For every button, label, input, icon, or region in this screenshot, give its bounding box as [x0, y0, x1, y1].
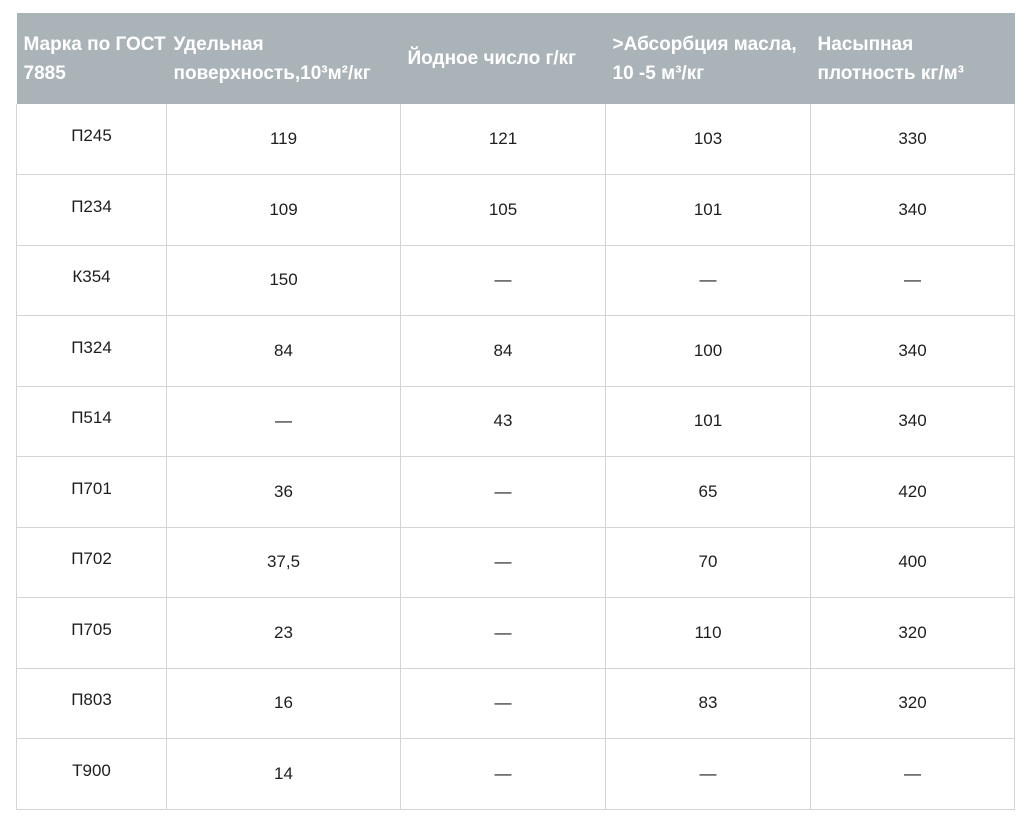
table-row: П702 37,5—70 400 [16, 526, 1015, 598]
cell-specific-surface: 14 [166, 738, 401, 810]
table-body: П245 119 121 103 330 П234 109 105 101 340 К354 150—… [16, 104, 1015, 810]
table-header: Марка по ГОСТ 7885 Удельная поверхность,… [16, 13, 1015, 104]
cell-specific-surface: 109 [166, 174, 401, 246]
header-specific-surface: Удельная поверхность,10³м²/кг [166, 13, 401, 104]
cell-oil-absorption: — [605, 738, 811, 810]
cell-iodine-number: — [400, 244, 606, 316]
cell-oil-absorption: 70 [605, 526, 811, 598]
cell-oil-absorption: 103 [605, 104, 811, 175]
cell-grade: П705 [16, 597, 167, 669]
cell-bulk-density: 320 [810, 597, 1015, 669]
cell-bulk-density: 340 [810, 385, 1015, 457]
cell-grade: П702 [16, 526, 167, 598]
cell-iodine-number: — [400, 526, 606, 598]
cell-bulk-density: — [810, 244, 1015, 316]
cell-iodine-number: 105 [400, 174, 606, 246]
header-grade: Марка по ГОСТ 7885 [16, 13, 167, 104]
cell-iodine-number: 43 [400, 385, 606, 457]
cell-specific-surface: 36 [166, 456, 401, 528]
cell-iodine-number: — [400, 456, 606, 528]
table-row: П514—43 101 340 [16, 385, 1015, 457]
table-row: П705 23—110 320 [16, 597, 1015, 669]
cell-oil-absorption: 65 [605, 456, 811, 528]
table-row: П324 84 84 100 340 [16, 315, 1015, 387]
table-row: К354 150— — — [16, 244, 1015, 316]
cell-oil-absorption: 110 [605, 597, 811, 669]
cell-bulk-density: 400 [810, 526, 1015, 598]
cell-grade: П803 [16, 667, 167, 739]
header-bulk-density: Насыпная плотность кг/м³ [810, 13, 1015, 104]
cell-bulk-density: 420 [810, 456, 1015, 528]
cell-specific-surface: 119 [166, 104, 401, 175]
cell-oil-absorption: 100 [605, 315, 811, 387]
table-row: П701 36—65 420 [16, 456, 1015, 528]
table-row: Т900 14— — — [16, 738, 1015, 810]
cell-oil-absorption: 101 [605, 174, 811, 246]
cell-grade: Т900 [16, 738, 167, 810]
cell-oil-absorption: 83 [605, 667, 811, 739]
cell-grade: К354 [16, 244, 167, 316]
carbon-black-grades-table: Марка по ГОСТ 7885 Удельная поверхность,… [16, 13, 1015, 810]
cell-bulk-density: — [810, 738, 1015, 810]
cell-bulk-density: 320 [810, 667, 1015, 739]
header-oil-absorption: >Абсорбция масла, 10 -5 м³/кг [605, 13, 811, 104]
cell-iodine-number: — [400, 667, 606, 739]
cell-grade: П701 [16, 456, 167, 528]
cell-grade: П514 [16, 385, 167, 457]
header-row: Марка по ГОСТ 7885 Удельная поверхность,… [16, 13, 1015, 104]
cell-grade: П234 [16, 174, 167, 246]
cell-iodine-number: 84 [400, 315, 606, 387]
cell-iodine-number: — [400, 597, 606, 669]
cell-bulk-density: 340 [810, 315, 1015, 387]
cell-grade: П324 [16, 315, 167, 387]
cell-specific-surface: 84 [166, 315, 401, 387]
cell-oil-absorption: 101 [605, 385, 811, 457]
cell-grade: П245 [16, 104, 167, 175]
table-row: П803 16—83 320 [16, 667, 1015, 739]
cell-oil-absorption: — [605, 244, 811, 316]
cell-specific-surface: 23 [166, 597, 401, 669]
cell-specific-surface: — [166, 385, 401, 457]
cell-specific-surface: 37,5 [166, 526, 401, 598]
table-row: П245 119 121 103 330 [16, 104, 1015, 175]
cell-specific-surface: 16 [166, 667, 401, 739]
cell-specific-surface: 150 [166, 244, 401, 316]
header-iodine-number: Йодное число г/кг [400, 13, 606, 104]
cell-bulk-density: 330 [810, 104, 1015, 175]
cell-iodine-number: 121 [400, 104, 606, 175]
cell-bulk-density: 340 [810, 174, 1015, 246]
cell-iodine-number: — [400, 738, 606, 810]
table-row: П234 109 105 101 340 [16, 174, 1015, 246]
